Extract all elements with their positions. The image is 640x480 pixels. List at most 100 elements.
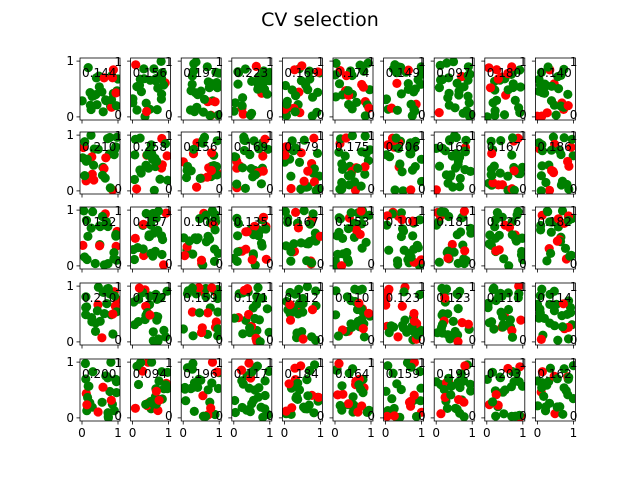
point-positive xyxy=(399,245,409,255)
point-negative xyxy=(488,178,498,188)
point-positive xyxy=(360,132,370,141)
axes-frame xyxy=(383,57,425,121)
score-label: 0.182 xyxy=(537,215,571,229)
point-negative xyxy=(487,148,497,159)
right-label-top: 1 xyxy=(317,55,325,69)
point-negative xyxy=(285,315,296,325)
point-positive xyxy=(254,315,264,325)
axes-frame xyxy=(332,282,374,346)
right-label-top: 1 xyxy=(165,204,173,218)
point-negative xyxy=(286,183,296,194)
point-negative xyxy=(258,151,268,161)
point-positive xyxy=(308,209,318,219)
right-label-bottom: 0 xyxy=(165,409,173,423)
point-negative xyxy=(285,300,295,310)
scatter-points xyxy=(282,61,323,120)
point-positive xyxy=(546,96,557,106)
point-positive xyxy=(504,261,514,269)
score-label: 0.186 xyxy=(537,140,571,154)
subplot-4-6: 0 1 1 0 0.159 xyxy=(380,356,426,440)
point-positive xyxy=(536,186,546,194)
axes-frame xyxy=(231,206,273,270)
point-positive xyxy=(97,211,107,222)
point-positive xyxy=(256,179,266,189)
point-negative xyxy=(491,390,501,400)
right-label-top: 1 xyxy=(570,356,578,370)
point-positive xyxy=(409,327,419,337)
point-positive xyxy=(546,248,556,258)
score-label: 0.117 xyxy=(234,367,268,381)
point-positive xyxy=(436,74,446,84)
point-positive xyxy=(80,252,90,262)
point-negative xyxy=(207,359,218,367)
point-positive xyxy=(484,374,492,384)
point-negative xyxy=(358,324,368,334)
point-positive xyxy=(406,252,416,262)
point-negative xyxy=(106,395,116,405)
point-positive xyxy=(455,182,465,192)
point-positive xyxy=(311,286,321,296)
point-negative xyxy=(504,222,515,232)
x-tick-label: 1 xyxy=(418,426,426,440)
point-negative xyxy=(434,185,441,194)
point-positive xyxy=(490,233,501,243)
point-positive xyxy=(257,293,268,303)
scatter-points xyxy=(282,133,323,194)
point-positive xyxy=(133,243,143,253)
point-positive xyxy=(535,299,543,309)
point-positive xyxy=(257,72,267,82)
right-label-bottom: 0 xyxy=(266,257,274,271)
right-label-top: 1 xyxy=(519,55,527,69)
point-positive xyxy=(499,409,509,419)
point-negative xyxy=(145,310,155,320)
point-positive xyxy=(86,223,96,233)
point-negative xyxy=(460,246,470,256)
scatter-points xyxy=(383,359,424,421)
point-positive xyxy=(517,233,525,243)
point-positive xyxy=(260,376,270,386)
point-positive xyxy=(333,70,340,80)
point-negative xyxy=(297,61,307,71)
subplot-1-3: 1 0 0.169 xyxy=(228,129,274,198)
point-negative xyxy=(131,60,141,70)
point-positive xyxy=(305,219,315,229)
scatter-points xyxy=(434,283,474,345)
point-positive xyxy=(163,367,171,377)
right-label-top: 1 xyxy=(367,204,375,218)
point-negative xyxy=(443,253,453,263)
point-positive xyxy=(384,245,394,255)
point-positive xyxy=(187,283,197,293)
point-positive xyxy=(238,93,248,103)
right-label-bottom: 0 xyxy=(469,333,477,347)
point-positive xyxy=(135,165,145,175)
point-positive xyxy=(161,332,171,342)
point-positive xyxy=(149,64,159,74)
right-label-bottom: 0 xyxy=(317,182,325,196)
subplot-0-9: 1 0 0.140 xyxy=(531,55,577,124)
point-negative xyxy=(406,396,416,406)
point-positive xyxy=(410,162,420,172)
right-label-top: 1 xyxy=(266,356,274,370)
point-positive xyxy=(537,146,548,156)
right-label-bottom: 0 xyxy=(418,182,426,196)
point-positive xyxy=(111,101,120,111)
point-negative xyxy=(196,255,207,265)
point-positive xyxy=(559,133,569,143)
axes-frame xyxy=(433,282,475,346)
score-label: 0.162 xyxy=(537,367,571,381)
point-positive xyxy=(486,136,496,146)
score-label: 0.184 xyxy=(284,367,318,381)
right-label-bottom: 0 xyxy=(418,333,426,347)
score-label: 0.157 xyxy=(133,215,167,229)
point-positive xyxy=(245,150,255,160)
point-positive xyxy=(434,161,445,171)
score-label: 0.108 xyxy=(183,215,217,229)
point-positive xyxy=(202,62,212,72)
point-positive xyxy=(305,74,315,84)
point-positive xyxy=(155,174,165,184)
right-label-bottom: 0 xyxy=(469,182,477,196)
point-positive xyxy=(207,378,217,388)
point-positive xyxy=(463,62,473,72)
axes-frame xyxy=(231,282,273,346)
point-positive xyxy=(554,145,565,155)
